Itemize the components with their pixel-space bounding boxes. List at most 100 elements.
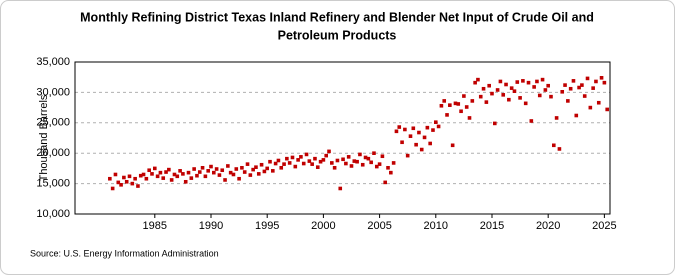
point — [273, 161, 278, 166]
point — [127, 174, 132, 179]
point — [391, 161, 396, 165]
point — [158, 170, 163, 175]
point — [147, 168, 151, 173]
point — [324, 153, 329, 158]
point — [523, 101, 528, 106]
point — [377, 162, 382, 166]
point — [338, 186, 343, 191]
point — [554, 116, 559, 120]
point — [321, 158, 326, 162]
point — [518, 96, 522, 100]
point — [419, 147, 424, 152]
point — [560, 89, 565, 94]
x-tick-label: 2015 — [480, 220, 504, 232]
point — [512, 89, 517, 93]
point — [374, 164, 379, 169]
point — [403, 127, 407, 132]
point — [200, 165, 205, 170]
point — [214, 167, 219, 171]
x-tick-label: 1985 — [143, 220, 167, 232]
point — [150, 172, 154, 176]
point — [540, 77, 545, 82]
point — [535, 79, 539, 84]
point — [490, 91, 494, 96]
point — [509, 86, 514, 90]
point — [124, 179, 129, 184]
point — [386, 165, 390, 170]
point — [549, 94, 553, 99]
point — [397, 125, 402, 129]
point — [296, 158, 300, 162]
point — [133, 176, 137, 181]
point — [108, 176, 112, 181]
point — [445, 113, 449, 117]
point — [588, 105, 593, 110]
point — [349, 164, 354, 168]
point — [122, 175, 126, 180]
y-tick-label: 25,000 — [36, 117, 70, 129]
point — [439, 103, 444, 108]
point — [428, 141, 432, 146]
point — [389, 170, 393, 175]
point — [442, 99, 447, 103]
y-tick-label: 15,000 — [36, 178, 70, 190]
point — [181, 172, 185, 176]
point — [369, 160, 373, 165]
point — [113, 172, 118, 177]
y-axis-label: Thousand Barrels — [38, 94, 50, 181]
point — [248, 173, 253, 177]
point — [195, 173, 199, 178]
point — [231, 172, 236, 177]
point — [411, 126, 416, 131]
point — [563, 83, 567, 87]
point — [189, 176, 194, 180]
point — [315, 165, 320, 169]
point — [290, 155, 295, 160]
point — [470, 99, 475, 103]
point — [358, 152, 362, 157]
point — [271, 169, 275, 173]
chart-title: Monthly Refining District Texas Inland R… — [80, 10, 594, 24]
point — [431, 128, 435, 132]
point — [448, 103, 452, 107]
point — [507, 97, 511, 102]
point — [167, 167, 171, 172]
point — [543, 88, 548, 92]
point — [436, 124, 441, 129]
y-tick-label: 30,000 — [36, 86, 70, 98]
point — [577, 85, 581, 90]
x-tick-label: 2005 — [367, 220, 391, 232]
point — [532, 85, 536, 89]
point — [220, 168, 225, 173]
point — [504, 82, 508, 87]
point — [473, 80, 477, 85]
point — [251, 167, 255, 172]
point — [383, 180, 388, 185]
point — [310, 162, 314, 166]
point — [571, 79, 576, 83]
point — [217, 173, 222, 177]
point — [582, 94, 587, 98]
point — [153, 166, 157, 171]
point — [599, 76, 604, 80]
point — [259, 162, 264, 167]
point — [498, 79, 503, 84]
point — [585, 76, 590, 81]
point — [262, 169, 267, 174]
point — [287, 161, 292, 165]
point — [212, 170, 216, 175]
point — [492, 121, 497, 126]
point — [546, 83, 550, 88]
point — [119, 183, 123, 187]
point — [186, 170, 191, 175]
point — [476, 77, 480, 82]
point — [355, 159, 359, 164]
x-tick-label: 2025 — [592, 220, 616, 232]
point — [245, 162, 250, 166]
point — [197, 170, 202, 174]
point — [433, 120, 438, 124]
point — [568, 86, 573, 91]
point — [256, 172, 261, 176]
point — [175, 174, 180, 179]
point — [155, 174, 160, 179]
